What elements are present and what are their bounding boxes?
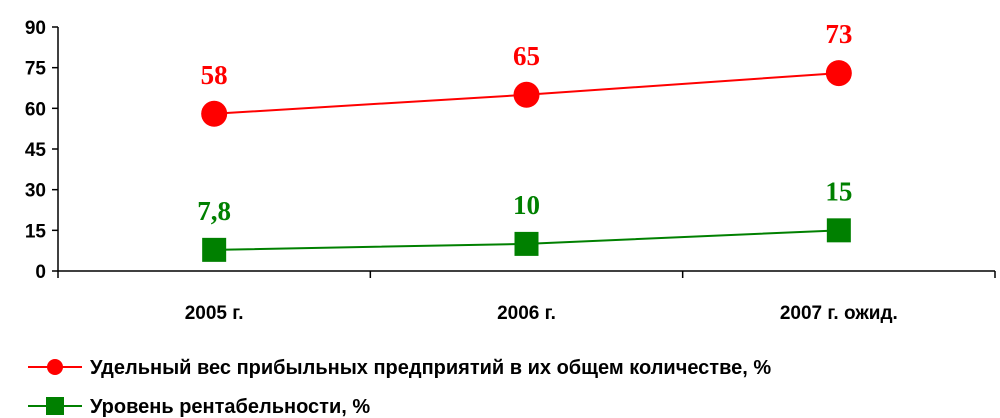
legend-label: Уровень рентабельности, % bbox=[90, 396, 370, 418]
data-label: 15 bbox=[825, 176, 852, 206]
legend-marker-circle bbox=[47, 359, 63, 375]
data-labels-layer: 58 65 73 7,8 10 15 bbox=[197, 19, 852, 226]
data-point-square bbox=[826, 218, 851, 243]
data-label: 65 bbox=[513, 41, 540, 71]
y-tick-label: 0 bbox=[35, 262, 46, 283]
legend-label: Удельный вес прибыльных предприятий в их… bbox=[90, 357, 771, 379]
data-label: 7,8 bbox=[197, 196, 231, 226]
data-point-circle bbox=[825, 60, 852, 87]
y-tick-label: 30 bbox=[25, 181, 46, 202]
legend-marker-square bbox=[46, 397, 64, 415]
data-point-circle bbox=[513, 81, 540, 108]
data-point-square bbox=[514, 231, 539, 256]
y-tick-label: 15 bbox=[25, 221, 47, 242]
y-tick-label: 60 bbox=[25, 99, 46, 120]
x-tick-label: 2005 г. bbox=[185, 303, 244, 324]
data-point-circle bbox=[201, 100, 228, 127]
axes: 0 15 30 45 60 75 90 2005 г. 2006 г. 2007 г. ожид. bbox=[25, 18, 996, 324]
data-label: 73 bbox=[825, 19, 852, 49]
legend: Удельный вес прибыльных предприятий в их… bbox=[28, 357, 771, 418]
series-layer bbox=[201, 60, 852, 262]
x-tick-label: 2007 г. ожид. bbox=[780, 303, 898, 324]
y-tick-label: 90 bbox=[25, 18, 46, 39]
data-label: 58 bbox=[201, 60, 228, 90]
data-label: 10 bbox=[513, 190, 540, 220]
y-tick-label: 45 bbox=[25, 140, 47, 161]
x-tick-label: 2006 г. bbox=[497, 303, 556, 324]
data-point-square bbox=[202, 237, 227, 262]
y-tick-label: 75 bbox=[25, 59, 47, 80]
